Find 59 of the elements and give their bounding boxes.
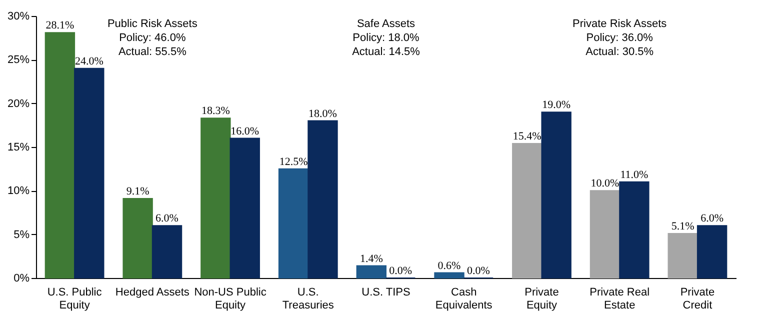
data-label: 15.4% <box>512 130 542 143</box>
x-tick-label: Private Equity <box>524 286 559 312</box>
annotation: Safe Assets <box>356 18 416 30</box>
annotation: Policy: 18.0% <box>352 32 420 44</box>
x-tick-label: Non-US Public Equity <box>194 286 267 312</box>
annotation: Private Risk Assets <box>572 18 668 30</box>
y-tick-label: 10% <box>7 185 30 198</box>
x-tick-label: Private Real Estate <box>590 286 650 312</box>
data-label: 11.0% <box>620 168 648 181</box>
bar <box>356 265 386 278</box>
y-tick-label: 5% <box>14 228 30 241</box>
y-tick-label: 25% <box>7 54 30 66</box>
bar <box>278 168 309 278</box>
y-tick-label: 20% <box>7 98 30 110</box>
data-label: 28.1% <box>46 20 74 32</box>
data-label: 6.0% <box>156 212 178 225</box>
x-tick-label: U.S. Public Equity <box>47 286 102 312</box>
bar <box>74 68 104 278</box>
data-label: 0.0% <box>467 265 490 277</box>
data-label: 16.0% <box>230 125 260 138</box>
bar <box>230 138 260 278</box>
annotation: Policy: 46.0% <box>119 32 186 44</box>
data-label: 10.0% <box>590 178 620 190</box>
data-label: 9.1% <box>126 186 150 198</box>
bar <box>200 118 231 278</box>
x-tick-label: Cash Equivalents <box>435 286 493 312</box>
x-tick-label: Private Credit <box>680 286 715 312</box>
data-label: 19.0% <box>542 99 571 112</box>
data-label: 18.3% <box>201 105 230 118</box>
bar <box>44 32 76 278</box>
bar <box>122 198 153 278</box>
data-label: 12.5% <box>279 156 308 168</box>
bar <box>696 225 728 278</box>
bar <box>434 272 464 278</box>
data-label: 1.4% <box>360 252 383 265</box>
data-label: 18.0% <box>308 108 337 120</box>
bar <box>512 143 542 278</box>
data-label: 0.0% <box>389 265 412 277</box>
y-tick-label: 0% <box>14 272 30 284</box>
x-tick-label: U.S. Treasuries <box>282 286 334 312</box>
bar <box>668 232 698 278</box>
bar <box>590 190 620 278</box>
annotation: Actual: 55.5% <box>118 46 187 58</box>
annotation: Policy: 36.0% <box>586 32 654 44</box>
bar <box>619 181 650 278</box>
data-label: 0.6% <box>438 260 461 272</box>
x-tick-label: U.S. TIPS <box>362 286 410 298</box>
bar <box>541 112 572 278</box>
data-label: 24.0% <box>74 55 104 68</box>
y-tick-label: 15% <box>7 142 30 154</box>
bar <box>152 225 182 278</box>
annotation: Actual: 30.5% <box>586 46 654 58</box>
data-label: 5.1% <box>671 220 694 232</box>
annotation: Public Risk Assets <box>107 18 198 30</box>
data-label: 6.0% <box>700 212 724 225</box>
y-tick-label: 30% <box>7 10 30 22</box>
bar <box>308 120 338 278</box>
annotation: Actual: 14.5% <box>352 46 420 58</box>
x-tick-label: Hedged Assets <box>115 286 190 298</box>
